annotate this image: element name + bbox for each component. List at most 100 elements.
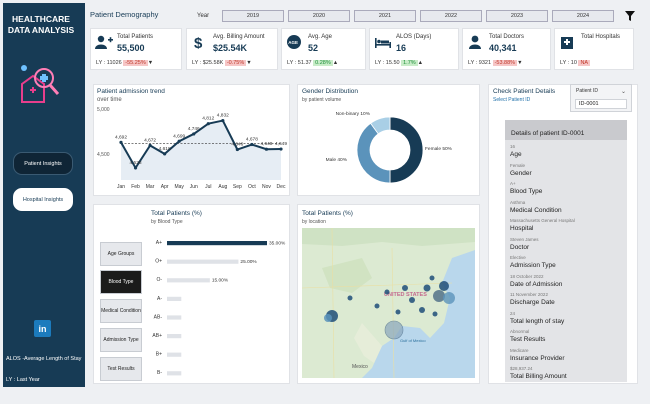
line-area [121,120,281,180]
select-value[interactable]: ID-0001 [575,99,627,109]
gender-title: Gender Distribution [302,88,358,95]
year-2023-button[interactable]: 2023 [486,10,548,22]
bar-category-label: O+ [155,259,162,265]
donut-label: Female 50% [425,146,453,152]
select-label: Patient ID [576,88,598,94]
donut-label: Non-binary 10% [336,111,371,117]
data-label: 4,672 [144,137,156,143]
svg-text:$: $ [194,35,203,49]
tab-blood-type[interactable]: Blood Type [100,270,142,294]
map-bubble[interactable] [347,295,353,301]
year-2021-button[interactable]: 2021 [354,10,416,22]
bar-category-label: O- [156,277,162,283]
map-bubble[interactable] [374,303,380,309]
detail-label: Test Results [510,336,546,343]
data-point [163,152,167,156]
map-bubble[interactable] [395,309,401,315]
chevron-down-icon[interactable]: ⌄ [621,89,627,95]
map-bubble[interactable] [409,297,415,303]
bar [167,315,182,320]
data-label: 4,646 [231,142,243,148]
detail-value: Asthma [510,199,526,205]
linkedin-icon[interactable]: in [34,320,51,337]
data-point [192,132,196,136]
data-label: 4,618 [159,146,171,152]
year-2019-button[interactable]: 2019 [222,10,284,22]
x-tick-label: Jul [205,184,211,190]
x-tick-label: Jan [117,184,125,190]
map-bubble[interactable] [439,281,449,291]
patient-id-select[interactable]: Patient ID ID-0001 ⌄ [570,84,632,112]
detail-value: Abnormal [510,329,530,334]
kpi-total-patients: Total Patients 55,500 LY : 11026 -55.25%… [90,28,182,70]
map-bubble[interactable] [384,320,404,340]
map-bubble[interactable] [384,289,390,295]
map-subtitle: by location [302,219,326,225]
map-bubble[interactable] [402,285,408,291]
details-card-title: Details of patient ID-0001 [511,130,585,137]
data-label: 4,649 [275,141,287,147]
x-tick-label: Sep [233,184,242,190]
year-2022-button[interactable]: 2022 [420,10,482,22]
bed-icon [375,38,391,48]
map-bubble[interactable] [324,314,332,322]
detail-value: A+ [510,181,516,186]
nav-hospital-insights[interactable]: Hospital Insights [13,188,73,211]
y-tick-4500: 4,500 [97,152,110,158]
year-2024-button[interactable]: 2024 [552,10,614,22]
detail-value: 18 October 2022 [510,273,544,279]
bar-category-label: AB- [154,314,163,320]
data-label: 4,528 [130,160,142,166]
kpi-total-doctors: Total Doctors 40,341 LY : 9321 -53.88% ▼ [462,28,551,70]
tab-test-results[interactable]: Test Results [100,357,142,381]
dollar-icon: $ [194,35,203,49]
x-tick-label: Oct [248,184,256,190]
admission-line [120,119,282,170]
nav-patient-insights[interactable]: Patient Insights [13,152,73,175]
data-point [235,147,239,152]
details-subtitle: Select Patient ID [493,97,531,103]
detail-value: $28,937.24 [510,366,533,371]
x-tick-label: Mar [146,184,155,190]
map-bubble[interactable] [429,275,435,281]
detail-label: Blood Type [510,188,543,195]
blood-subtitle: by Blood Type [151,219,183,225]
map-bubble[interactable] [419,307,425,313]
year-2020-button[interactable]: 2020 [288,10,350,22]
us-map[interactable]: UNITED STATES Mexico Gulf of Mexico [302,228,475,378]
bar-category-label: B- [157,370,162,376]
tab-medical-condition[interactable]: Medical Condition [100,299,142,323]
detail-label: Medical Condition [510,206,562,214]
detail-value: 24 [510,310,516,316]
detail-value: Elective [510,255,526,260]
tab-age-groups[interactable]: Age Groups [100,242,142,266]
doctor-icon [469,35,481,49]
bar [167,296,182,301]
data-point [206,122,210,126]
map-bubble[interactable] [432,311,438,317]
data-point [250,142,254,147]
details-title: Check Patient Details [493,88,556,95]
map-bubble[interactable] [433,290,445,302]
blood-title: Total Patients (%) [151,210,202,217]
bar-value-label: 35.00% [269,241,286,247]
admission-line-chart: 4,692 Jan 4,528 Feb 4,672 Mar 4,618 Apr 4,699 May… [115,113,287,190]
add-user-icon [95,35,113,49]
x-tick-label: Aug [218,184,227,190]
x-tick-label: May [174,184,184,190]
data-point [119,140,123,144]
bar [167,241,267,246]
x-tick-label: Dec [277,184,286,190]
filter-icon[interactable] [624,10,636,22]
data-label: 4,692 [115,134,127,140]
x-tick-label: Feb [131,184,140,190]
map-bubble[interactable] [443,292,455,304]
donut-label: Male 40% [326,157,348,163]
age-icon: AGE [287,35,301,49]
tab-admission-type[interactable]: Admission Type [100,328,142,352]
detail-label: Date of Admission [510,280,563,288]
gender-subtitle: by patient volume [302,97,342,103]
kpi-total-hospitals: Total Hospitals LY : 10 NA [554,28,634,70]
data-label: 4,699 [173,133,185,139]
map-bubble[interactable] [423,284,431,292]
